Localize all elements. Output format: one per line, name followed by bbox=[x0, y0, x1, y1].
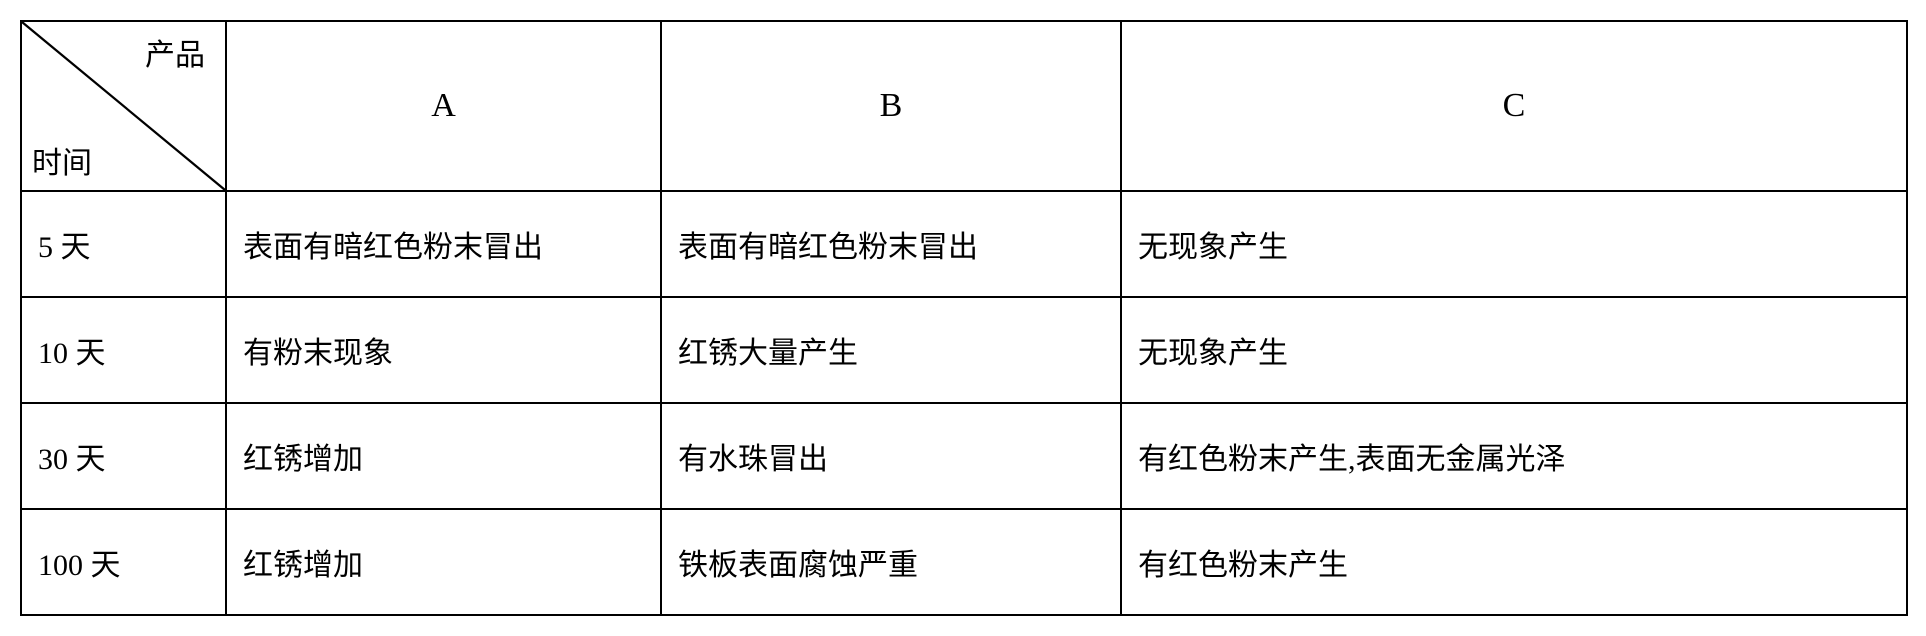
time-cell: 10 天 bbox=[21, 297, 226, 403]
data-table: 产品 时间 A B C 5 天 表面有暗红色粉末冒出 表面有暗红色粉末冒出 无现… bbox=[20, 20, 1908, 616]
column-header-b: B bbox=[661, 21, 1121, 191]
cell-b: 铁板表面腐蚀严重 bbox=[661, 509, 1121, 615]
cell-c: 有红色粉末产生,表面无金属光泽 bbox=[1121, 403, 1907, 509]
time-cell: 5 天 bbox=[21, 191, 226, 297]
diagonal-top-label: 产品 bbox=[145, 30, 205, 74]
table-row: 5 天 表面有暗红色粉末冒出 表面有暗红色粉末冒出 无现象产生 bbox=[21, 191, 1907, 297]
cell-a: 有粉末现象 bbox=[226, 297, 661, 403]
cell-a: 红锈增加 bbox=[226, 403, 661, 509]
cell-a: 表面有暗红色粉末冒出 bbox=[226, 191, 661, 297]
cell-c: 无现象产生 bbox=[1121, 191, 1907, 297]
table-row: 10 天 有粉末现象 红锈大量产生 无现象产生 bbox=[21, 297, 1907, 403]
column-header-c: C bbox=[1121, 21, 1907, 191]
cell-c: 有红色粉末产生 bbox=[1121, 509, 1907, 615]
cell-b: 红锈大量产生 bbox=[661, 297, 1121, 403]
diagonal-header-cell: 产品 时间 bbox=[21, 21, 226, 191]
diagonal-bottom-label: 时间 bbox=[32, 138, 92, 182]
table-row: 30 天 红锈增加 有水珠冒出 有红色粉末产生,表面无金属光泽 bbox=[21, 403, 1907, 509]
cell-a: 红锈增加 bbox=[226, 509, 661, 615]
time-cell: 100 天 bbox=[21, 509, 226, 615]
time-cell: 30 天 bbox=[21, 403, 226, 509]
table-row: 100 天 红锈增加 铁板表面腐蚀严重 有红色粉末产生 bbox=[21, 509, 1907, 615]
column-header-a: A bbox=[226, 21, 661, 191]
cell-b: 表面有暗红色粉末冒出 bbox=[661, 191, 1121, 297]
cell-c: 无现象产生 bbox=[1121, 297, 1907, 403]
table-header-row: 产品 时间 A B C bbox=[21, 21, 1907, 191]
cell-b: 有水珠冒出 bbox=[661, 403, 1121, 509]
